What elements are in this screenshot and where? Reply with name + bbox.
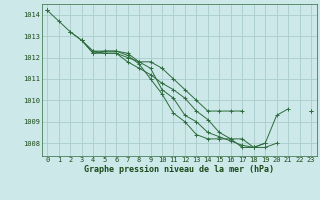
- X-axis label: Graphe pression niveau de la mer (hPa): Graphe pression niveau de la mer (hPa): [84, 165, 274, 174]
